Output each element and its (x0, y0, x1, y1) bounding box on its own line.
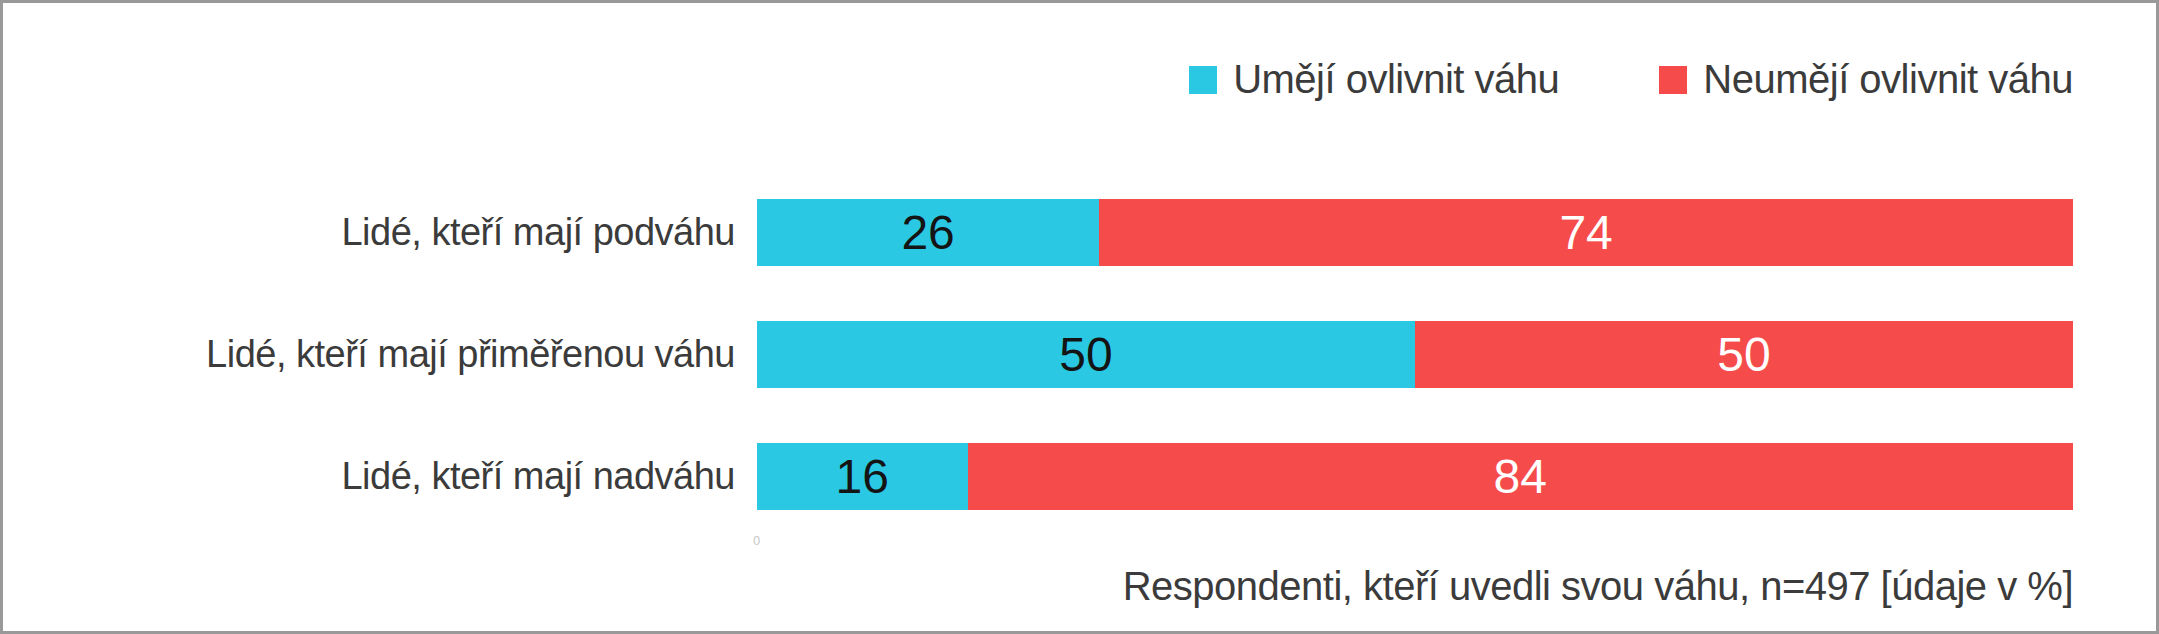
footnote: Respondenti, kteří uvedli svou váhu, n=4… (1123, 564, 2073, 609)
chart-frame: Umějí ovlivnit váhu Neumějí ovlivnit váhu… (0, 0, 2159, 634)
category-label: Lidé, kteří mají přiměřenou váhu (3, 321, 735, 388)
legend-swatch-icon (1659, 66, 1687, 94)
legend-item: Neumějí ovlivnit váhu (1659, 57, 2073, 102)
legend-item: Umějí ovlivnit váhu (1189, 57, 1559, 102)
bar-row: Lidé, kteří mají přiměřenou váhu 5050 (3, 321, 2156, 388)
bar-row: Lidé, kteří mají podváhu 2674 (3, 199, 2156, 266)
legend-label: Umějí ovlivnit váhu (1233, 57, 1559, 102)
legend: Umějí ovlivnit váhu Neumějí ovlivnit váhu (1189, 57, 2073, 102)
axis-zero-label: 0 (753, 533, 760, 548)
stacked-bar: 2674 (757, 199, 2073, 266)
legend-swatch-icon (1189, 66, 1217, 94)
category-label: Lidé, kteří mají nadváhu (3, 443, 735, 510)
bar-segment: 84 (968, 443, 2073, 510)
bar-segment: 50 (1415, 321, 2073, 388)
category-label: Lidé, kteří mají podváhu (3, 199, 735, 266)
bar-segment: 50 (757, 321, 1415, 388)
bar-segment: 74 (1099, 199, 2073, 266)
bar-row: Lidé, kteří mají nadváhu 1684 (3, 443, 2156, 510)
legend-label: Neumějí ovlivnit váhu (1703, 57, 2073, 102)
stacked-bar: 5050 (757, 321, 2073, 388)
bar-segment: 26 (757, 199, 1099, 266)
stacked-bar: 1684 (757, 443, 2073, 510)
bar-segment: 16 (757, 443, 968, 510)
